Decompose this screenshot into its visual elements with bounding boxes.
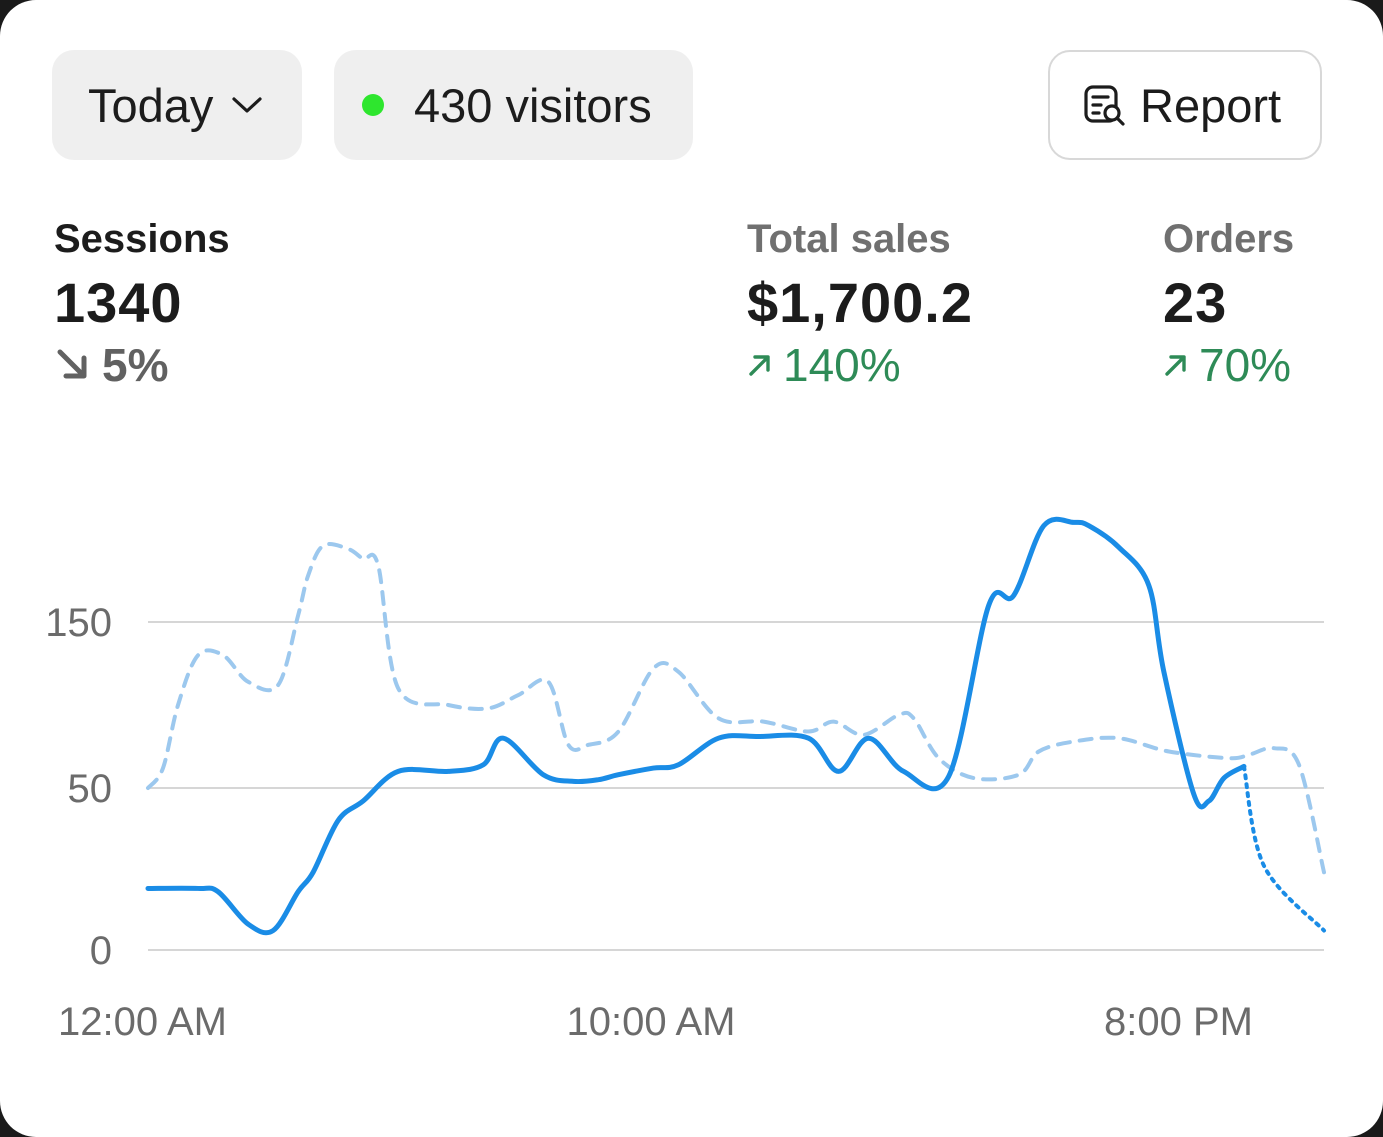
sessions-value: 1340 [54, 271, 183, 334]
total-sales-delta-value: 140% [783, 339, 901, 391]
arrow-down-right-icon [57, 349, 87, 379]
chevron-down-icon [231, 95, 263, 115]
sessions-metric[interactable]: Sessions 1340 5% [54, 216, 230, 392]
sessions-label: Sessions [54, 217, 230, 261]
total-sales-label: Total sales [747, 217, 951, 261]
report-search-icon [1082, 83, 1126, 127]
date-range-label: Today [88, 78, 214, 132]
total-sales-delta: 140% [747, 338, 973, 392]
live-dot-icon [362, 94, 384, 116]
x-tick-label: 10:00 AM [566, 1000, 735, 1044]
series-line-previous [146, 541, 1326, 875]
live-visitors-label: 430 visitors [414, 78, 652, 132]
report-button[interactable]: Report [1048, 50, 1322, 160]
sessions-delta: 5% [54, 338, 230, 392]
orders-metric[interactable]: Orders 23 70% [1163, 216, 1294, 392]
y-tick-label: 150 [45, 601, 112, 645]
orders-delta: 70% [1163, 338, 1294, 392]
arrow-up-right-icon [1165, 355, 1186, 376]
sessions-delta-value: 5% [102, 339, 169, 391]
total-sales-metric[interactable]: Total sales $1,700.2 140% [747, 216, 973, 392]
y-tick-label: 0 [90, 929, 112, 973]
orders-label: Orders [1163, 217, 1295, 261]
series-line-current [145, 516, 1247, 936]
x-tick-label: 8:00 PM [1104, 1000, 1253, 1044]
orders-delta-value: 70% [1199, 339, 1292, 391]
arrow-up-right-icon [749, 355, 770, 376]
total-sales-value: $1,700.2 [747, 271, 973, 334]
y-tick-label: 50 [68, 767, 113, 811]
date-range-dropdown[interactable]: Today [52, 50, 302, 160]
live-visitors-badge[interactable]: 430 visitors [334, 50, 693, 160]
report-label: Report [1140, 78, 1282, 132]
series-line-current-projection [1241, 764, 1326, 933]
x-tick-label: 12:00 AM [58, 1000, 227, 1044]
orders-value: 23 [1163, 271, 1228, 334]
